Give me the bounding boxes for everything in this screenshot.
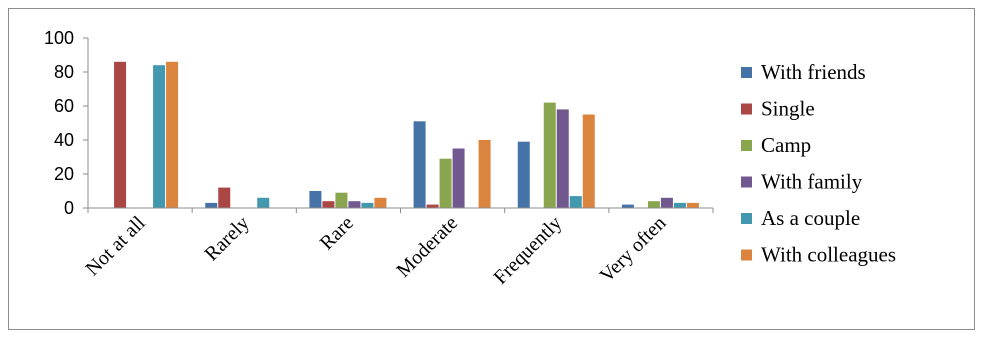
bar	[374, 197, 387, 208]
legend-swatch	[741, 140, 752, 151]
plot-area: 0 20 40 60 80 100 Not at all Rarely Rare Moderate…	[44, 28, 714, 289]
bar	[218, 187, 231, 208]
bar	[543, 102, 556, 208]
bar	[361, 202, 374, 208]
legend: With friends Single Camp With family As a co…	[741, 60, 896, 267]
bar	[569, 196, 582, 208]
bar	[647, 201, 660, 208]
bar	[621, 204, 634, 208]
bar	[426, 204, 439, 208]
bar	[686, 202, 699, 208]
bar	[660, 197, 673, 208]
x-tick-label: Very often	[596, 212, 671, 287]
legend-label: With colleagues	[761, 243, 896, 267]
bar	[153, 65, 166, 208]
bar	[335, 192, 348, 208]
y-tick-label: 80	[54, 62, 74, 82]
legend-swatch	[741, 67, 752, 78]
legend-label: Single	[761, 97, 815, 121]
legend-swatch	[741, 249, 752, 261]
bar	[452, 148, 465, 208]
bar	[257, 197, 270, 208]
x-tick-label: Moderate	[392, 212, 462, 282]
bar	[322, 201, 335, 208]
y-tick-label: 60	[54, 96, 74, 116]
x-tick-label: Not at all	[81, 212, 149, 280]
x-tick-label: Rare	[316, 212, 358, 254]
bar	[205, 202, 218, 208]
y-tick-label: 0	[64, 198, 74, 218]
bar	[478, 140, 491, 208]
bar	[439, 158, 452, 208]
bar	[166, 61, 179, 208]
bar	[673, 202, 686, 208]
legend-label: As a couple	[761, 206, 860, 230]
legend-label: With family	[761, 170, 863, 194]
bar	[413, 121, 426, 208]
bar	[517, 141, 530, 208]
y-tick-label: 20	[54, 164, 74, 184]
bar	[348, 201, 361, 208]
y-tick-label: 100	[44, 28, 74, 48]
bar	[309, 191, 322, 208]
bar	[582, 114, 595, 208]
bar	[114, 61, 127, 208]
legend-label: Camp	[761, 133, 811, 157]
legend-swatch	[741, 176, 752, 188]
legend-label: With friends	[761, 60, 866, 84]
legend-swatch	[741, 103, 752, 115]
y-tick-label: 40	[54, 130, 74, 150]
legend-swatch	[741, 213, 752, 224]
x-tick-label: Frequently	[489, 212, 566, 289]
x-tick-label: Rarely	[201, 212, 254, 265]
bar	[556, 109, 569, 208]
